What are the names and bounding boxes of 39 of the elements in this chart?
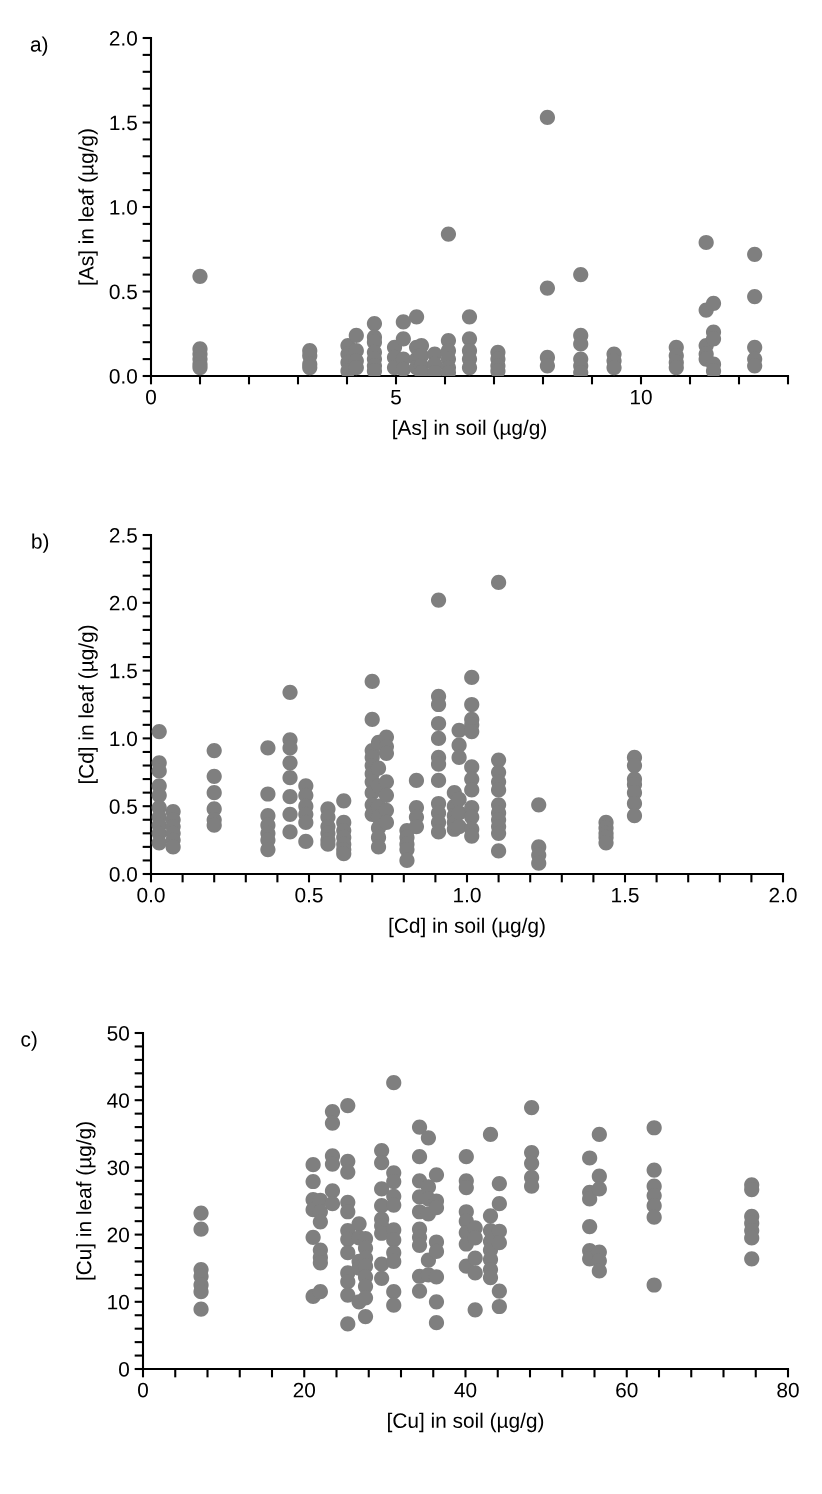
y-axis-title: [Cu] in leaf (µg/g): [76, 1122, 96, 1280]
x-tick-label: 0.5: [295, 887, 323, 903]
chart-title: a): [30, 36, 48, 56]
x-tick-label: 10: [631, 389, 652, 405]
x-axis-title: [Cu] in soil (µg/g): [388, 1412, 544, 1433]
y-tick-label: 20: [107, 1227, 129, 1243]
y-tick-label: 1.5: [110, 115, 137, 131]
x-tick-label: 20: [293, 1382, 316, 1398]
y-tick-label: 50: [107, 1026, 129, 1041]
y-tick-label: 0: [119, 1362, 129, 1377]
x-tick-label: 0.0: [137, 887, 165, 903]
y-axis-title: [Cd] in leaf (µg/g): [78, 625, 98, 784]
y-tick-label: 2.0: [109, 31, 137, 46]
x-tick-label: 60: [616, 1382, 638, 1398]
y-tick-label: 30: [107, 1160, 129, 1176]
y-tick-label: 10: [108, 1294, 129, 1310]
x-tick-label: 5: [391, 389, 401, 405]
x-tick-label: 0: [138, 1382, 148, 1398]
y-tick-label: 2.5: [109, 528, 137, 543]
x-tick-label: 40: [454, 1382, 477, 1398]
x-axis-title: [As] in soil (µg/g): [393, 419, 546, 440]
y-tick-label: 0.0: [109, 867, 137, 882]
y-tick-label: 1.0: [110, 731, 137, 747]
x-tick-label: 1.0: [454, 887, 481, 903]
y-tick-label: 0.5: [109, 799, 137, 814]
y-tick-label: 2.0: [109, 595, 137, 611]
x-tick-label: 2.0: [769, 887, 797, 903]
y-tick-label: 1.5: [110, 663, 137, 679]
x-tick-label: 1.5: [612, 887, 639, 903]
x-tick-label: 0: [146, 389, 156, 405]
y-axis-title: [As] in leaf (µg/g): [78, 129, 98, 285]
x-tick-label: 80: [777, 1382, 799, 1398]
y-tick-label: 40: [107, 1093, 129, 1108]
x-axis-title: [Cd] in soil (µg/g): [389, 917, 545, 938]
chart-title: c): [21, 1031, 37, 1051]
y-tick-label: 1.0: [110, 200, 137, 215]
y-tick-label: 0.0: [109, 369, 137, 384]
chart-title: b): [32, 533, 49, 553]
y-tick-label: 0.5: [109, 284, 137, 300]
